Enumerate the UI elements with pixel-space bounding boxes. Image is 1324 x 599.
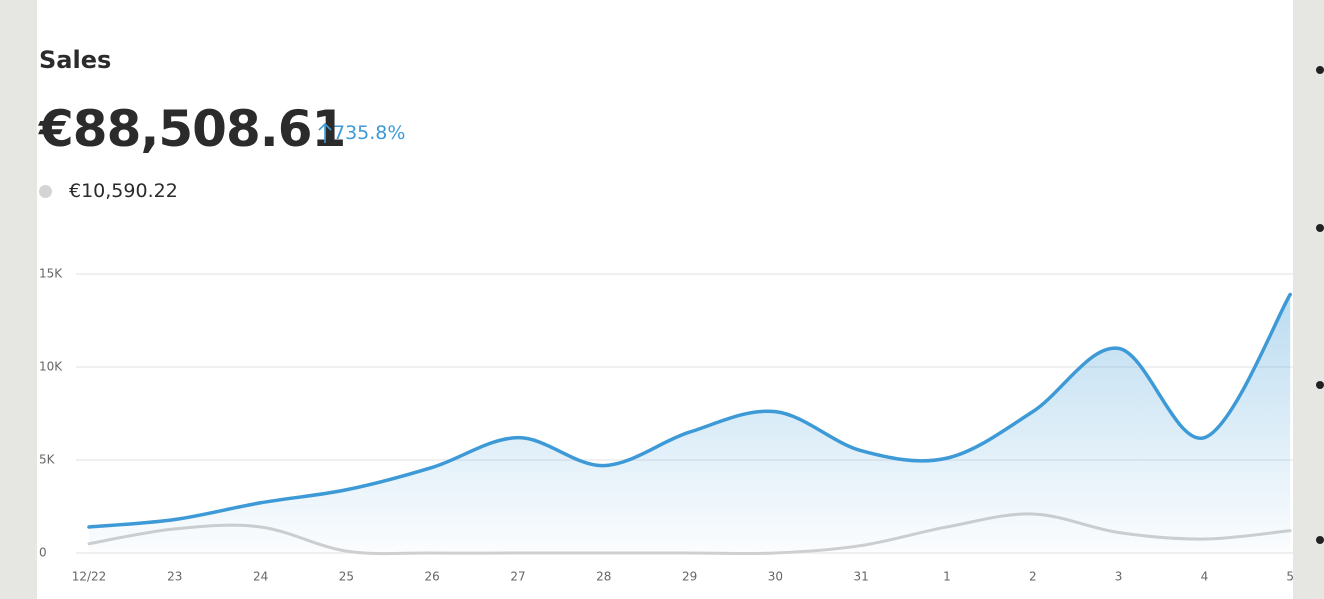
legend-dot [39, 184, 52, 198]
y-tick-label: 0 [39, 546, 47, 560]
x-tick-label: 25 [339, 570, 354, 584]
card-title: Sales [39, 46, 112, 74]
change-indicator: 735.8% [317, 122, 405, 144]
y-tick-label: 5K [39, 453, 56, 467]
edge-dot [1316, 66, 1324, 74]
x-tick-label: 12/22 [72, 570, 107, 584]
x-tick-label: 4 [1201, 570, 1209, 584]
change-percent: 735.8% [333, 122, 406, 144]
x-tick-label: 5 [1286, 570, 1293, 584]
x-tick-label: 1 [943, 570, 951, 584]
up-arrow [318, 122, 332, 143]
series-line [87, 292, 1292, 529]
sales-total: €88,508.61 [39, 100, 346, 158]
area [89, 294, 1291, 553]
x-tick-label: 2 [1029, 570, 1037, 584]
x-tick-label: 30 [768, 570, 783, 584]
x-tick-label: 31 [854, 570, 869, 584]
y-tick-label: 15K [39, 267, 63, 281]
comparison-total: €10,590.22 [69, 180, 178, 202]
edge-dot [1316, 381, 1324, 389]
x-tick-label: 27 [510, 570, 525, 584]
x-tick-label: 3 [1115, 570, 1123, 584]
y-tick-label: 10K [39, 360, 63, 374]
edge-dot [1316, 224, 1324, 232]
x-tick-label: 26 [425, 570, 440, 584]
x-tick-label: 24 [253, 570, 268, 584]
edge-dot [1316, 536, 1324, 544]
x-tick-label: 29 [682, 570, 697, 584]
sales-card: Sales €88,508.61 735.8% €10,590.22 0 5K 10… [37, 0, 1293, 599]
comparison: €10,590.22 [39, 180, 178, 202]
x-tick-label: 28 [596, 570, 611, 584]
x-tick-label: 23 [167, 570, 182, 584]
